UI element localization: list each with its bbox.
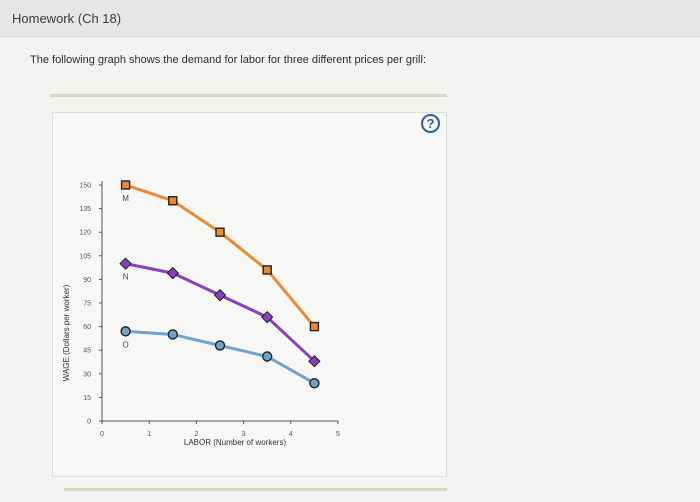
x-tick-label: 1 bbox=[147, 431, 151, 438]
series-label-m: M bbox=[122, 194, 129, 203]
x-tick-label: 2 bbox=[194, 431, 198, 438]
x-axis-title: LABOR (Number of workers) bbox=[184, 438, 287, 447]
data-point-o bbox=[120, 326, 131, 337]
y-tick-label: 75 bbox=[83, 301, 91, 308]
data-point-m bbox=[262, 265, 272, 275]
series-line-o bbox=[125, 329, 316, 385]
y-tick-label: 90 bbox=[83, 277, 91, 284]
series-line-m bbox=[125, 183, 316, 328]
chart-panel[interactable]: 0 15 30 45 60 75 90 105 120 135 150 0 1 2 3 4 5 LABOR (Nu… bbox=[52, 112, 447, 477]
series-label-o: O bbox=[122, 340, 128, 349]
y-tick-label: 30 bbox=[83, 371, 91, 378]
divider-top bbox=[50, 94, 447, 97]
y-axis-title: WAGE (Dollars per worker) bbox=[62, 284, 71, 381]
header-bar: Homework (Ch 18) bbox=[0, 0, 700, 37]
y-tick-label: 15 bbox=[83, 395, 91, 402]
data-point-o bbox=[261, 351, 273, 362]
question-prompt: The following graph shows the demand for… bbox=[30, 54, 427, 66]
y-tick-label: 105 bbox=[79, 253, 91, 260]
data-point-m bbox=[120, 180, 131, 190]
y-tick-label: 120 bbox=[79, 230, 91, 237]
data-point-o bbox=[167, 329, 179, 340]
y-tick-label: 0 bbox=[87, 419, 91, 426]
y-tick-label: 150 bbox=[79, 183, 91, 190]
data-point-m bbox=[215, 227, 225, 237]
x-tick-label: 5 bbox=[336, 431, 340, 438]
data-point-n bbox=[260, 310, 274, 324]
y-tick-label: 60 bbox=[83, 324, 91, 331]
help-button[interactable]: ? bbox=[421, 114, 440, 133]
divider-bottom bbox=[64, 488, 447, 491]
y-tick-label: 45 bbox=[83, 348, 91, 355]
y-tick-label: 135 bbox=[79, 206, 91, 213]
data-point-n bbox=[308, 355, 321, 368]
x-tick-label: 3 bbox=[242, 431, 246, 438]
x-tick-label: 0 bbox=[100, 431, 104, 438]
data-point-o bbox=[214, 340, 226, 351]
data-point-n bbox=[166, 266, 180, 280]
data-point-m bbox=[309, 321, 320, 332]
x-tick-label: 4 bbox=[289, 431, 293, 438]
data-point-m bbox=[168, 196, 178, 206]
homework-title: Homework (Ch 18) bbox=[12, 11, 122, 26]
data-point-n bbox=[119, 257, 132, 270]
series-label-n: N bbox=[123, 273, 129, 282]
data-point-o bbox=[309, 378, 320, 389]
data-point-n bbox=[213, 288, 227, 302]
